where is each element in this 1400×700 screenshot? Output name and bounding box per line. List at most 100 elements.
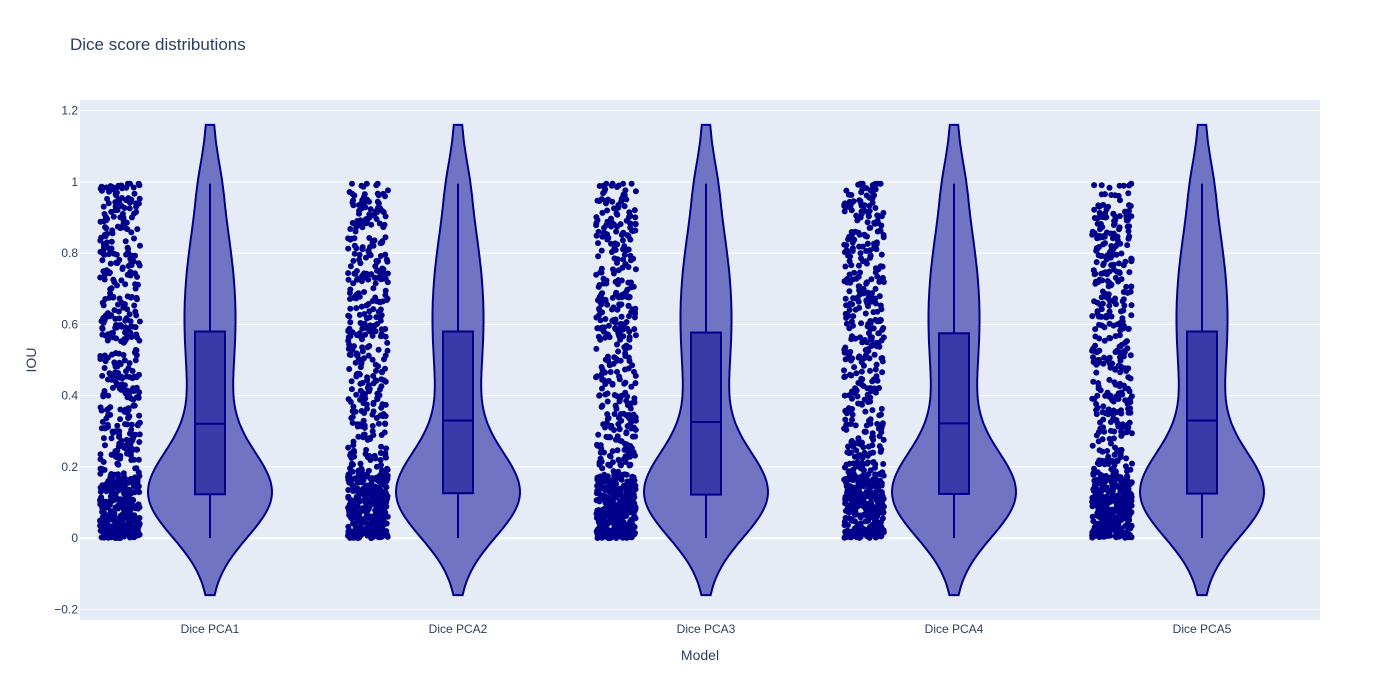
data-point — [109, 384, 116, 391]
data-point — [606, 530, 613, 537]
data-point — [615, 203, 622, 210]
data-point — [863, 185, 870, 192]
data-point — [848, 517, 855, 524]
data-point — [605, 415, 612, 422]
data-point — [870, 325, 877, 332]
data-point — [367, 475, 374, 482]
data-point — [384, 513, 391, 520]
data-point — [356, 251, 363, 258]
data-point — [632, 220, 639, 227]
data-point — [866, 534, 873, 541]
data-point — [103, 332, 109, 339]
data-point — [849, 276, 856, 283]
data-point — [851, 269, 858, 276]
data-point — [373, 314, 380, 321]
data-point — [349, 419, 356, 426]
data-point — [1119, 421, 1126, 428]
x-tick-label: Dice PCA2 — [429, 622, 488, 636]
data-point — [1122, 502, 1128, 509]
data-point — [112, 504, 119, 511]
data-point — [848, 502, 855, 509]
data-point — [108, 238, 115, 245]
data-point — [1094, 220, 1101, 227]
data-point — [1102, 528, 1109, 535]
data-point — [112, 448, 119, 455]
data-point — [867, 367, 873, 374]
data-point — [373, 216, 380, 222]
data-point — [380, 475, 387, 481]
data-point — [374, 190, 381, 197]
data-point — [1090, 518, 1097, 525]
data-point — [1089, 532, 1096, 539]
data-point — [133, 352, 140, 359]
data-point — [126, 311, 133, 318]
data-point — [99, 257, 106, 264]
data-point — [1116, 270, 1123, 276]
data-point — [608, 240, 614, 247]
data-point — [108, 435, 115, 442]
data-point — [1090, 470, 1097, 477]
data-point — [846, 288, 853, 295]
data-point — [1093, 484, 1099, 491]
data-point — [374, 180, 381, 187]
data-point — [620, 531, 626, 537]
data-point — [630, 283, 637, 290]
data-point — [844, 487, 851, 494]
data-point — [845, 191, 852, 198]
data-point — [598, 269, 605, 276]
data-point — [384, 493, 391, 500]
data-point — [602, 186, 609, 193]
data-point — [356, 256, 363, 263]
data-point — [1114, 409, 1121, 416]
data-point — [1104, 278, 1111, 284]
data-point — [1094, 308, 1101, 315]
data-point — [1124, 427, 1131, 434]
x-axis-title: Model — [681, 647, 719, 663]
data-point — [375, 474, 381, 481]
data-point — [133, 331, 140, 338]
data-point — [844, 495, 851, 502]
data-point — [355, 433, 362, 440]
data-point — [1124, 473, 1130, 480]
data-point — [848, 336, 855, 343]
data-point — [855, 181, 862, 188]
data-point — [1110, 470, 1117, 477]
data-point — [873, 517, 880, 524]
data-point — [1121, 492, 1128, 499]
data-point — [107, 290, 114, 297]
data-point — [869, 430, 876, 437]
data-point — [879, 501, 886, 508]
data-point — [357, 460, 364, 467]
y-axis-ticks: −0.2 0 0.2 0.4 0.6 0.8 1 1.2 — [54, 104, 78, 617]
data-point — [97, 488, 104, 495]
data-point — [847, 348, 854, 355]
data-point — [347, 263, 354, 270]
x-tick-label: Dice PCA1 — [181, 622, 240, 636]
data-point — [622, 187, 629, 194]
data-point — [608, 219, 615, 226]
data-point — [378, 443, 385, 450]
data-point — [345, 523, 352, 530]
data-point — [382, 452, 389, 459]
data-point — [1095, 429, 1102, 436]
data-point — [1128, 480, 1135, 487]
data-point — [862, 408, 869, 415]
data-point — [359, 244, 366, 251]
data-point — [347, 319, 354, 326]
data-point — [859, 439, 865, 446]
data-point — [632, 266, 639, 273]
data-point — [353, 245, 360, 252]
data-point — [98, 425, 105, 432]
data-point — [627, 236, 634, 243]
y-tick-label: 0.2 — [61, 460, 78, 474]
data-point — [860, 286, 867, 292]
data-point — [1124, 242, 1131, 249]
data-point — [843, 426, 850, 433]
data-point — [116, 295, 123, 302]
data-point — [350, 403, 357, 410]
data-point — [605, 196, 612, 203]
data-point — [375, 200, 382, 207]
data-point — [364, 315, 370, 322]
data-point — [121, 205, 128, 211]
data-point — [620, 256, 627, 263]
